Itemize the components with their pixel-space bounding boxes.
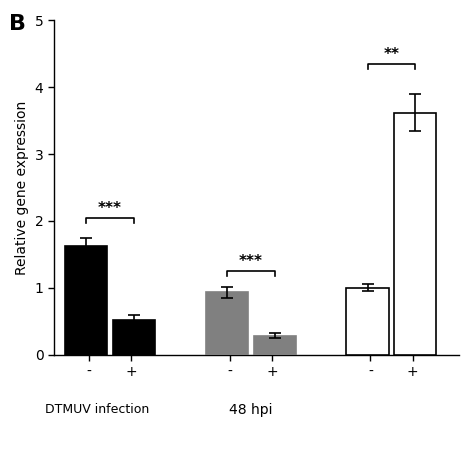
Bar [346, 288, 389, 355]
Bar [65, 246, 107, 355]
Bar [394, 113, 437, 355]
Text: 48 hpi: 48 hpi [229, 402, 273, 417]
Text: ***: *** [98, 201, 122, 216]
Text: B: B [9, 14, 27, 34]
Text: ***: *** [239, 254, 263, 269]
Text: **: ** [383, 47, 400, 62]
Bar [254, 336, 296, 355]
Text: DTMUV infection: DTMUV infection [46, 402, 150, 416]
Bar [206, 292, 248, 355]
Y-axis label: Relative gene expression: Relative gene expression [15, 100, 29, 274]
Bar [113, 320, 155, 355]
